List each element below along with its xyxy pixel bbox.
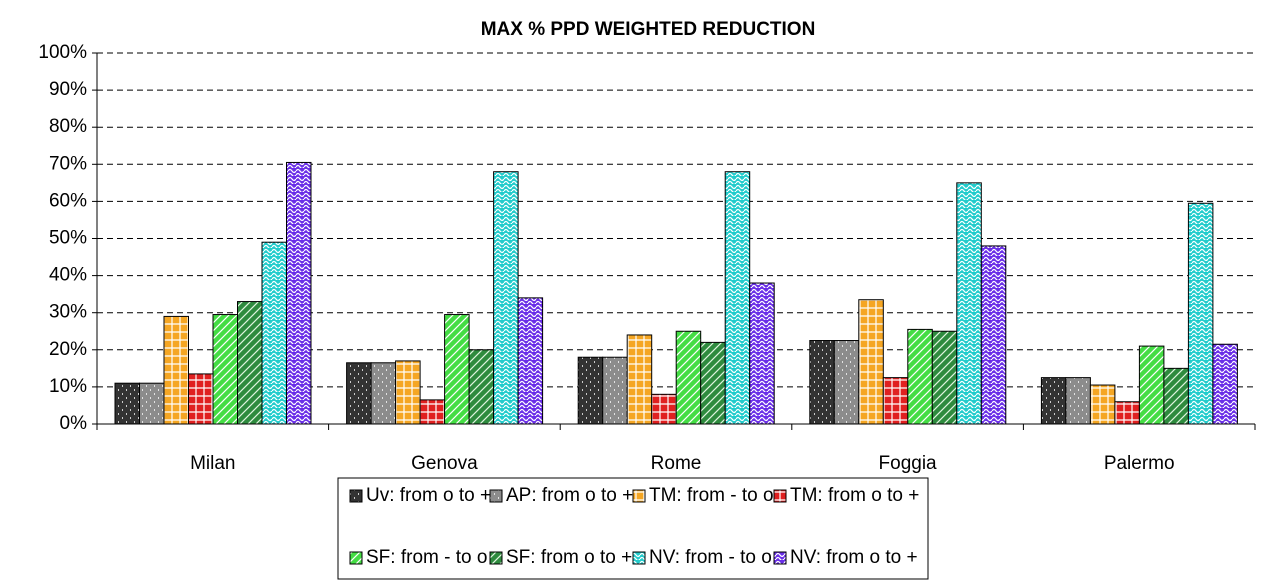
legend-swatch [773,551,787,565]
legend-label: Uv: from o to + [366,485,491,506]
bar [188,373,214,425]
bar [809,340,835,425]
bar [1163,367,1189,425]
x-tick-label: Palermo [1104,453,1175,474]
y-tick-label: 40% [49,265,87,286]
legend-swatch [632,489,646,503]
legend-label: TM: from - to o [649,485,774,506]
bar [261,241,287,425]
bar [1089,384,1116,425]
bar [493,171,519,425]
legend-swatch [349,489,363,503]
bar [444,314,470,425]
bar [1187,202,1214,425]
y-tick-label: 20% [49,339,87,360]
legend-label: NV: from o to + [790,547,918,568]
x-tick-label: Milan [190,453,235,474]
bar [907,328,933,425]
bar [626,334,653,425]
y-tick-label: 100% [38,42,87,63]
bar [1138,345,1165,425]
bar [980,245,1007,425]
bar [1114,401,1140,425]
legend-label: SF: from o to + [506,547,632,568]
bar [956,182,982,425]
bar [370,362,397,425]
bar [1040,377,1067,425]
bar [931,330,958,425]
bar [700,341,726,425]
bar [286,161,312,425]
legend-swatch [632,551,646,565]
y-tick-label: 50% [49,228,87,249]
x-tick-label: Foggia [879,453,938,474]
bar [114,382,140,425]
bar [749,282,775,425]
legend-label: AP: from o to + [506,485,633,506]
x-tick-label: Rome [651,453,702,474]
bar [517,297,544,425]
y-tick-label: 30% [49,302,87,323]
legend-swatch [489,551,503,565]
bar [577,356,604,425]
bar [724,171,751,425]
y-tick-label: 60% [49,190,87,211]
y-tick-label: 10% [49,376,87,397]
legend-swatch [349,551,363,565]
bar [212,314,238,425]
bar [833,340,860,425]
bar [675,330,702,425]
bar [237,301,263,425]
bar [395,360,421,425]
bar [163,315,189,425]
legend-box [337,477,929,580]
legend-swatch [489,489,503,503]
y-tick-label: 0% [60,413,88,434]
y-tick-label: 90% [49,79,87,100]
legend-swatch [773,489,787,503]
bar [1065,377,1091,425]
bar [419,399,446,425]
bar [602,356,628,425]
chart-title: MAX % PPD WEIGHTED REDUCTION [481,19,816,40]
x-tick-label: Genova [411,453,478,474]
bar [882,377,909,425]
bar [139,382,165,425]
bar [346,362,372,425]
legend-label: TM: from o to + [790,485,919,506]
bar [468,349,495,425]
bar [651,393,677,425]
bar [1212,343,1238,425]
legend-label: SF: from - to o [366,547,487,568]
y-tick-label: 80% [49,116,87,137]
y-tick-label: 70% [49,153,87,174]
legend-label: NV: from - to o [649,547,772,568]
bar [858,299,884,425]
